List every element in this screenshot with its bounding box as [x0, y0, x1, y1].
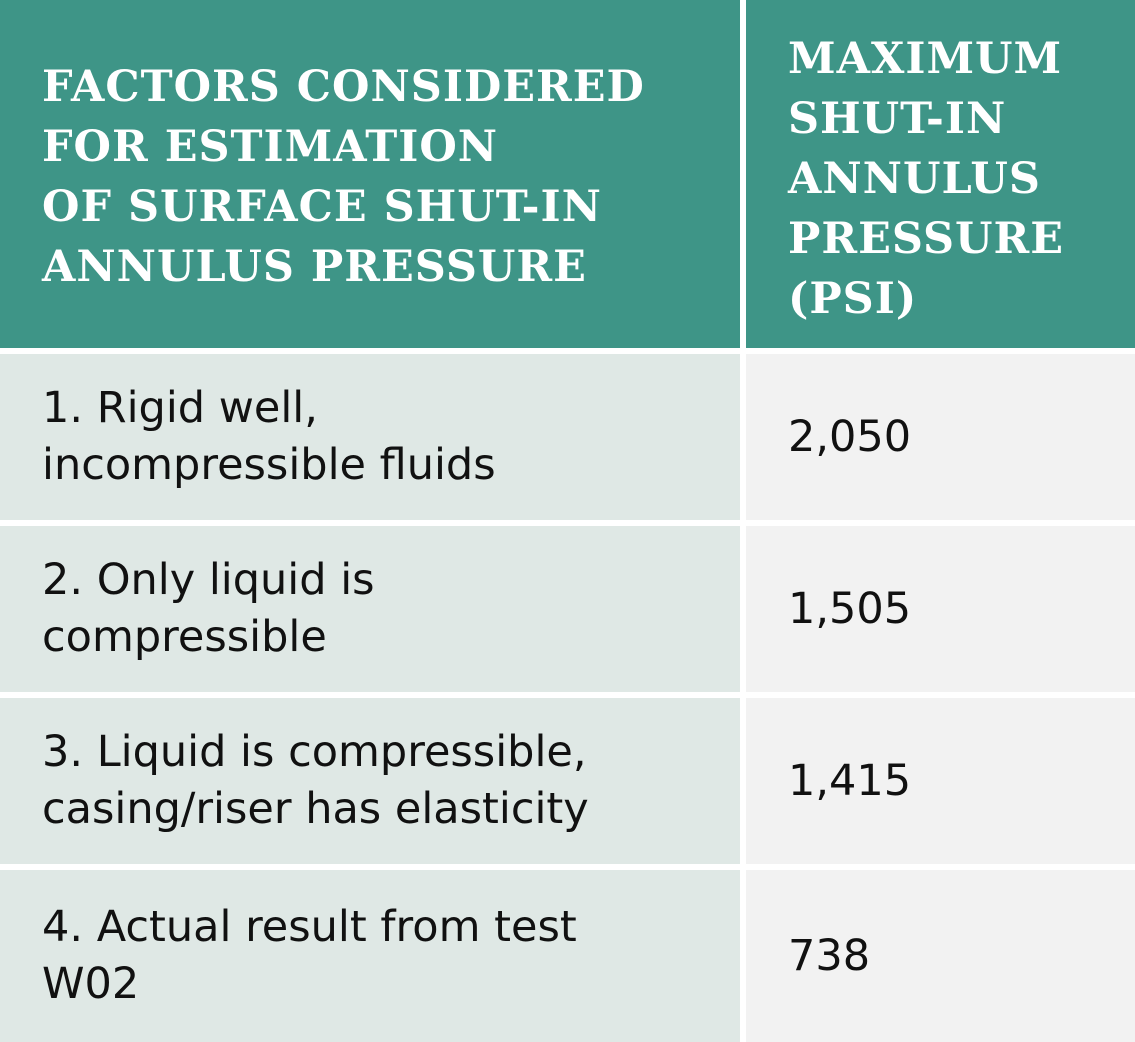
- factor-cell: 3. Liquid is compressible, casing/riser …: [0, 698, 740, 864]
- pressure-cell: 2,050: [746, 354, 1135, 520]
- header-cell: MAXIMUM SHUT-IN ANNULUS PRESSURE (PSI): [746, 0, 1135, 348]
- header-cell: FACTORS CONSIDERED FOR ESTIMATION OF SUR…: [0, 0, 740, 348]
- factor-cell: 4. Actual result from test W02: [0, 870, 740, 1042]
- pressure-cell: 1,505: [746, 526, 1135, 692]
- pressure-cell: 1,415: [746, 698, 1135, 864]
- factor-cell: 1. Rigid well, incompressible fluids: [0, 354, 740, 520]
- factor-cell: 2. Only liquid is compressible: [0, 526, 740, 692]
- pressure-cell: 738: [746, 870, 1135, 1042]
